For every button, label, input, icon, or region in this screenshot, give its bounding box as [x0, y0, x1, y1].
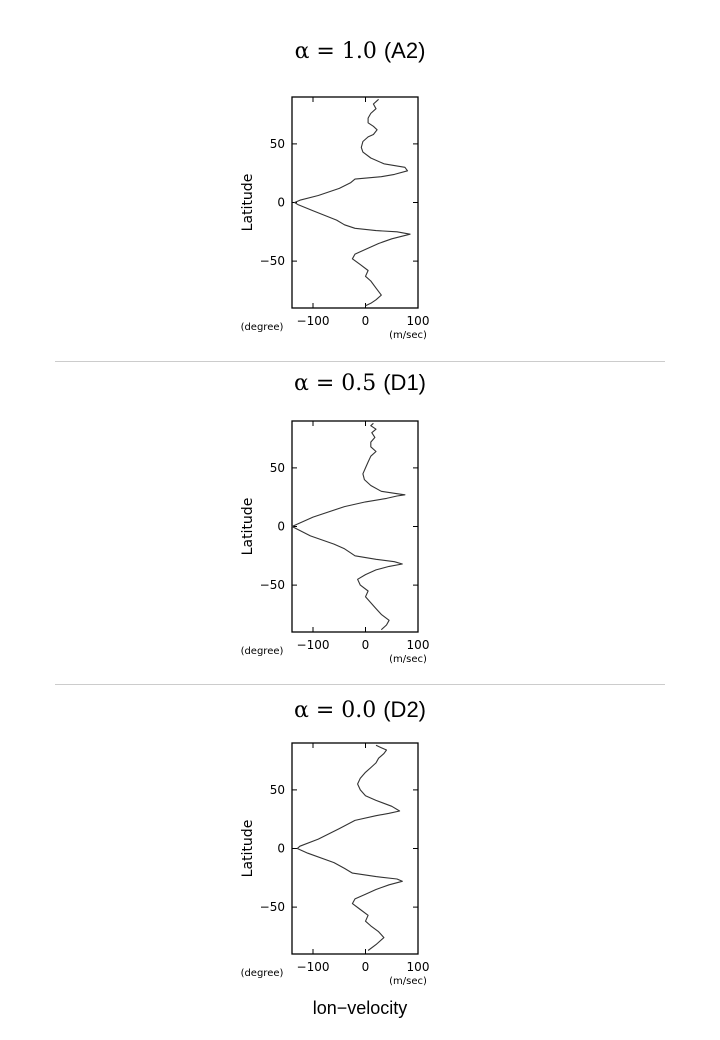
- x-tick-label: −100: [297, 638, 330, 652]
- y-unit-label: (degree): [241, 968, 284, 979]
- chart-panel-2: −100 0 100 50 0 −50 Latitude (degree) (m/sec): [240, 420, 430, 665]
- x-unit-label: (m/sec): [389, 654, 427, 665]
- panel-title-math: α = 1.0: [294, 39, 377, 64]
- panel-title-3: α = 0.0 (D2): [0, 697, 720, 724]
- x-tick-label: 0: [362, 960, 370, 974]
- y-tick-label: −50: [260, 900, 285, 914]
- x-unit-label: (m/sec): [389, 976, 427, 987]
- y-axis-label: Latitude: [240, 498, 256, 556]
- plot-frame: [291, 742, 419, 955]
- y-tick-label: 50: [270, 461, 285, 475]
- y-tick-label: −50: [260, 578, 285, 592]
- y-tick-label: 50: [270, 137, 285, 151]
- panel-separator: [55, 684, 665, 685]
- x-tick-label: 0: [362, 314, 370, 328]
- x-tick-label: −100: [297, 960, 330, 974]
- chart-panel-3: −100 0 100 50 0 −50 Latitude (degree) (m/sec): [240, 742, 430, 987]
- panel-title-tag: (A2): [383, 38, 426, 63]
- y-axis-label: Latitude: [240, 174, 256, 232]
- panel-title-math: α = 0.0: [293, 698, 377, 723]
- chart-panel-1: −100 0 100 50 0 −50 Latitude (degree) (m/sec): [240, 96, 430, 341]
- series-line: [294, 98, 411, 307]
- x-tick-label: −100: [297, 314, 330, 328]
- y-tick-label: −50: [260, 254, 285, 268]
- x-tick-label: 100: [407, 960, 430, 974]
- x-axis-label: lon−velocity: [312, 998, 408, 1018]
- x-tick-label: 100: [407, 638, 430, 652]
- panel-title-math: α = 0.5: [293, 371, 377, 396]
- x-unit-label: (m/sec): [389, 330, 427, 341]
- y-unit-label: (degree): [241, 322, 284, 333]
- y-tick-label: 50: [270, 783, 285, 797]
- x-tick-label: 100: [407, 314, 430, 328]
- panel-separator: [55, 361, 665, 362]
- y-tick-label: 0: [277, 842, 285, 856]
- y-axis-label: Latitude: [240, 820, 256, 878]
- panel-title-1: α = 1.0 (A2): [0, 38, 720, 65]
- y-unit-label: (degree): [241, 646, 284, 657]
- y-tick-label: 0: [277, 520, 285, 534]
- y-tick-label: 0: [277, 196, 285, 210]
- plot-frame: [291, 96, 419, 309]
- series-line: [291, 422, 406, 631]
- plot-frame: [291, 420, 419, 633]
- x-tick-label: 0: [362, 638, 370, 652]
- panel-title-2: α = 0.5 (D1): [0, 370, 720, 397]
- panel-title-tag: (D2): [383, 697, 427, 722]
- series-line: [296, 744, 403, 951]
- panel-title-tag: (D1): [383, 370, 427, 395]
